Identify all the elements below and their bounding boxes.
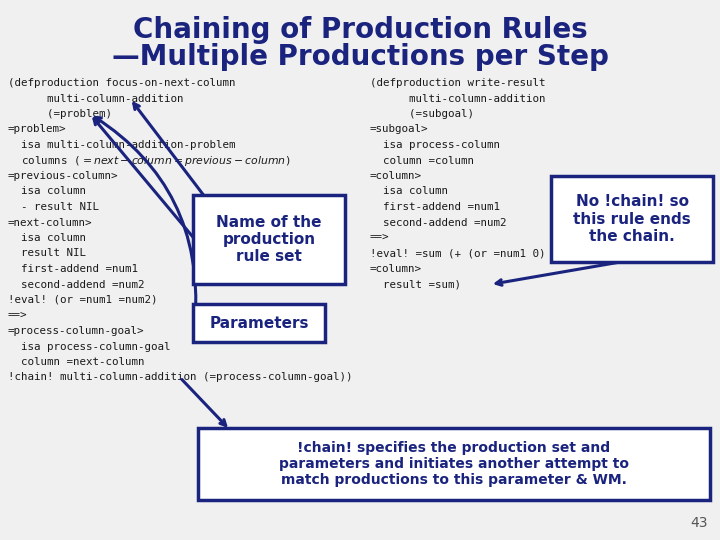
Text: =process-column-goal>: =process-column-goal>: [8, 326, 145, 336]
Text: =subgoal>: =subgoal>: [370, 125, 428, 134]
Text: first-addend =num1: first-addend =num1: [8, 264, 138, 274]
FancyBboxPatch shape: [551, 176, 713, 262]
Text: ==>: ==>: [8, 310, 27, 321]
Text: (defproduction write-result: (defproduction write-result: [370, 78, 546, 88]
FancyBboxPatch shape: [193, 195, 345, 284]
Text: first-addend =num1: first-addend =num1: [370, 202, 500, 212]
Text: isa process-column: isa process-column: [370, 140, 500, 150]
Text: !eval! (or =num1 =num2): !eval! (or =num1 =num2): [8, 295, 158, 305]
Text: isa process-column-goal: isa process-column-goal: [8, 341, 171, 352]
Text: —Multiple Productions per Step: —Multiple Productions per Step: [112, 43, 608, 71]
Text: !chain! multi-column-addition (=process-column-goal)): !chain! multi-column-addition (=process-…: [8, 373, 353, 382]
Text: =next-column>: =next-column>: [8, 218, 92, 227]
Text: ==>: ==>: [370, 233, 390, 243]
Text: isa column: isa column: [8, 186, 86, 197]
Text: multi-column-addition: multi-column-addition: [370, 93, 546, 104]
Text: =previous-column>: =previous-column>: [8, 171, 119, 181]
FancyBboxPatch shape: [198, 428, 710, 500]
Text: Chaining of Production Rules: Chaining of Production Rules: [132, 16, 588, 44]
Text: =column>: =column>: [370, 171, 422, 181]
Text: columns ($ =next-column =previous-column $): columns ($ =next-column =previous-column…: [8, 153, 291, 167]
FancyBboxPatch shape: [193, 304, 325, 342]
Text: column =next-column: column =next-column: [8, 357, 145, 367]
Text: multi-column-addition: multi-column-addition: [8, 93, 184, 104]
Text: Parameters: Parameters: [210, 315, 309, 330]
Text: result NIL: result NIL: [8, 248, 86, 259]
Text: second-addend =num2: second-addend =num2: [370, 218, 506, 227]
Text: isa multi-column-addition-problem: isa multi-column-addition-problem: [8, 140, 235, 150]
Text: =problem>: =problem>: [8, 125, 66, 134]
Text: second-addend =num2: second-addend =num2: [8, 280, 145, 289]
Text: !chain! specifies the production set and
parameters and initiates another attemp: !chain! specifies the production set and…: [279, 441, 629, 487]
Text: result =sum): result =sum): [370, 280, 461, 289]
Text: (defproduction focus-on-next-column: (defproduction focus-on-next-column: [8, 78, 235, 88]
Text: isa column: isa column: [370, 186, 448, 197]
Text: No !chain! so
this rule ends
the chain.: No !chain! so this rule ends the chain.: [573, 194, 691, 244]
Text: - result NIL: - result NIL: [8, 202, 99, 212]
Text: !eval! =sum (+ (or =num1 0) (or =num2 0)): !eval! =sum (+ (or =num1 0) (or =num2 0)…: [370, 248, 636, 259]
Text: (=subgoal): (=subgoal): [370, 109, 474, 119]
Text: 43: 43: [690, 516, 708, 530]
Text: Name of the
production
rule set: Name of the production rule set: [216, 214, 322, 265]
Text: (=problem): (=problem): [8, 109, 112, 119]
Text: =column>: =column>: [370, 264, 422, 274]
Text: isa column: isa column: [8, 233, 86, 243]
Text: column =column: column =column: [370, 156, 474, 165]
